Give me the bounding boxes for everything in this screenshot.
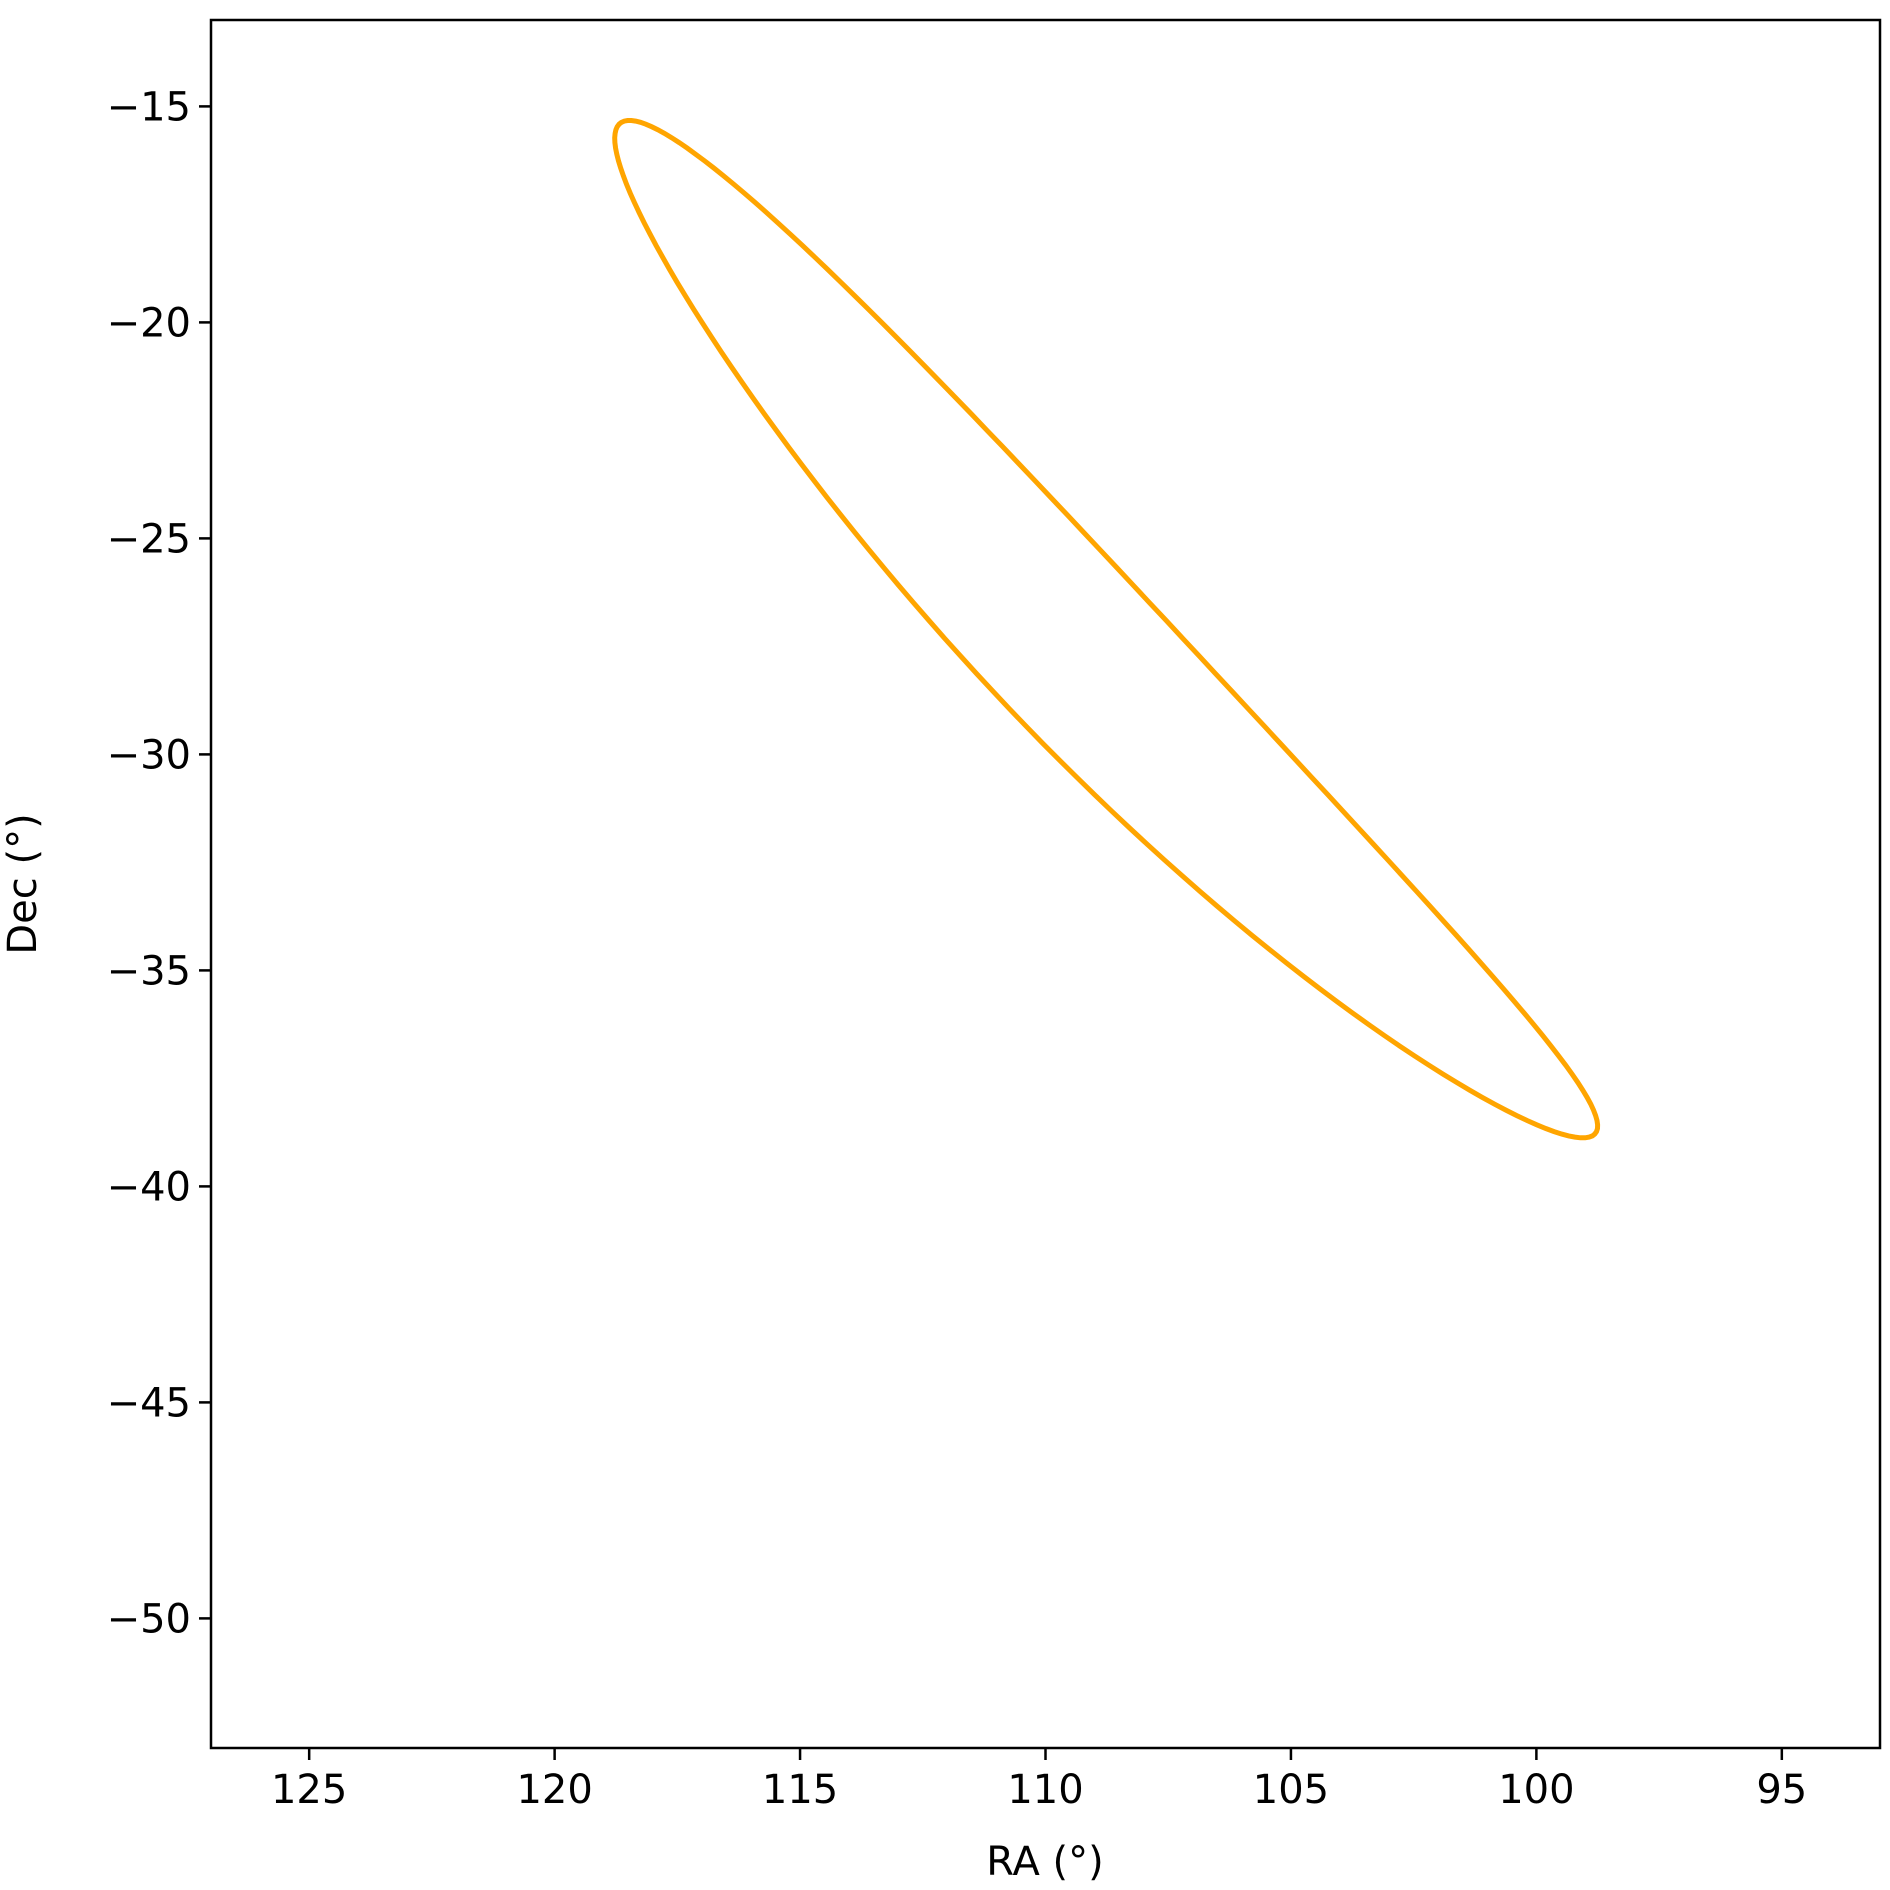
ellipse-outline bbox=[612, 118, 1601, 1141]
y-axis-title: Dec (°) bbox=[0, 813, 46, 954]
x-tick-label: 110 bbox=[1007, 1767, 1083, 1813]
y-tick-label: −30 bbox=[107, 732, 191, 778]
x-tick-label: 105 bbox=[1253, 1767, 1329, 1813]
x-axis-title: RA (°) bbox=[986, 1839, 1103, 1885]
y-tick-label: −35 bbox=[107, 948, 191, 994]
y-tick-label: −20 bbox=[107, 300, 191, 346]
x-tick-label: 125 bbox=[271, 1767, 347, 1813]
x-axis: 125 120 115 110 105 100 95 bbox=[271, 1748, 1807, 1813]
x-tick-label: 100 bbox=[1498, 1767, 1574, 1813]
x-tick-label: 120 bbox=[516, 1767, 592, 1813]
y-tick-label: −25 bbox=[107, 516, 191, 562]
y-axis: −15 −20 −25 −30 −35 −40 −45 −50 bbox=[107, 84, 211, 1642]
y-tick-label: −15 bbox=[107, 84, 191, 130]
ellipse-region bbox=[612, 118, 1601, 1141]
x-tick-label: 95 bbox=[1756, 1767, 1807, 1813]
x-tick-label: 115 bbox=[762, 1767, 838, 1813]
y-tick-label: −50 bbox=[107, 1596, 191, 1642]
y-tick-label: −45 bbox=[107, 1380, 191, 1426]
y-tick-label: −40 bbox=[107, 1164, 191, 1210]
plot-frame bbox=[209, 18, 1882, 1750]
